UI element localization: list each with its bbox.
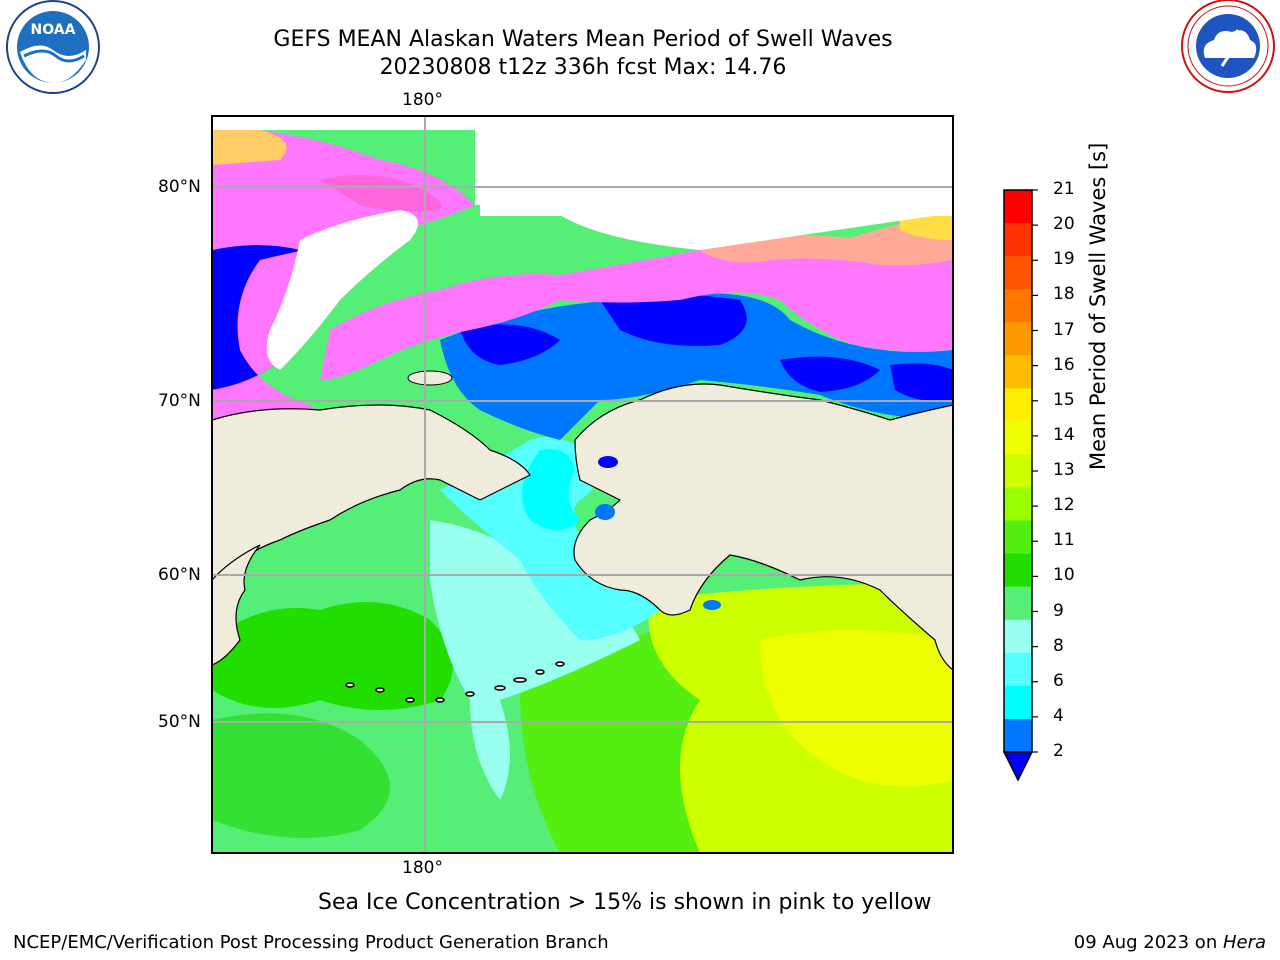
lat-label-50: 50°N bbox=[158, 712, 201, 732]
map-area bbox=[212, 116, 953, 853]
wrangel-island bbox=[407, 370, 453, 386]
colorbar-extend-arrow bbox=[1002, 751, 1034, 782]
colorbar-swatch bbox=[1004, 619, 1032, 654]
colorbar-swatch bbox=[1004, 487, 1032, 522]
colorbar-swatch bbox=[1004, 718, 1032, 753]
colorbar-swatch bbox=[1004, 388, 1032, 422]
map-frame bbox=[211, 115, 954, 854]
colorbar-swatch bbox=[1004, 421, 1032, 455]
cook-inlet bbox=[703, 600, 721, 610]
lat-label-60: 60°N bbox=[158, 565, 201, 585]
colorbar-tick-label: 13 bbox=[1053, 460, 1075, 480]
map-subtitle: 20230808 t12z 336h fcst Max: 14.76 bbox=[379, 55, 787, 80]
no-data-north bbox=[475, 116, 953, 250]
colorbar-tick-label: 4 bbox=[1053, 705, 1064, 726]
ice-north-patch bbox=[320, 175, 442, 212]
colorbar-tick-label: 18 bbox=[1053, 284, 1075, 305]
gridlines bbox=[212, 116, 953, 853]
blob-dark-4 bbox=[890, 363, 953, 402]
footer-credit: NCEP/EMC/Verification Post Processing Pr… bbox=[13, 932, 609, 953]
colorbar-swatch bbox=[1004, 256, 1032, 290]
colorbar-tick-label: 11 bbox=[1053, 530, 1075, 551]
colorbar-swatch bbox=[1004, 586, 1032, 621]
ice-edge-yellow-ne bbox=[900, 212, 953, 240]
colorbar-swatch bbox=[1004, 355, 1032, 389]
footer-date-text: 09 Aug 2023 on bbox=[1073, 932, 1223, 953]
colorbar-swatch bbox=[1004, 685, 1032, 720]
ice-edge-yellow-nw bbox=[212, 130, 287, 165]
kotzebue-sound bbox=[598, 456, 618, 468]
colorbar-swatch bbox=[1004, 520, 1032, 555]
blob-dark-1 bbox=[460, 324, 560, 365]
lat-label-80: 80°N bbox=[158, 177, 201, 197]
colorbar-swatch bbox=[1004, 454, 1032, 489]
footer-date: 09 Aug 2023 on Hera bbox=[1074, 932, 1266, 953]
colorbar-tick-label: 12 bbox=[1053, 495, 1075, 516]
no-data-ice-interior bbox=[266, 210, 418, 370]
colorbar-tick-label: 17 bbox=[1053, 319, 1075, 340]
colorbar bbox=[1002, 189, 1038, 782]
colorbar-tick-label: 16 bbox=[1053, 354, 1075, 375]
colorbar-tick-label: 19 bbox=[1053, 249, 1075, 270]
ice-edge-orange bbox=[700, 213, 953, 266]
blob-dark-2 bbox=[600, 295, 747, 346]
colorbar-tick-label: 6 bbox=[1053, 670, 1064, 691]
lon-label-bottom: 180° bbox=[402, 858, 443, 878]
map-title: GEFS MEAN Alaskan Waters Mean Period of … bbox=[273, 27, 893, 52]
land-siberia bbox=[212, 404, 531, 581]
aleutian-islands bbox=[345, 661, 565, 703]
colorbar-swatch bbox=[1004, 223, 1032, 257]
noaa-logo: NOAA bbox=[6, 0, 100, 94]
land-alaska bbox=[573, 383, 953, 671]
field-10-11-sw bbox=[212, 713, 390, 838]
colorbar-swatch bbox=[1004, 652, 1032, 687]
colorbar-tick-label: 21 bbox=[1053, 179, 1075, 199]
colorbar-tick-label: 10 bbox=[1053, 565, 1075, 586]
lon-label-top: 180° bbox=[402, 90, 443, 110]
colorbar-swatch bbox=[1004, 190, 1032, 224]
noaa-logo-text: NOAA bbox=[31, 22, 76, 38]
colorbar-tick-label: 20 bbox=[1053, 214, 1075, 235]
colorbar-tick-label: 14 bbox=[1053, 424, 1075, 445]
nws-logo bbox=[1181, 0, 1275, 93]
colorbar-swatch bbox=[1004, 289, 1032, 323]
colorbar-label: Mean Period of Swell Waves [s] bbox=[1086, 142, 1110, 470]
footer-host: Hera bbox=[1222, 932, 1266, 953]
colorbar-tick-label: 2 bbox=[1053, 741, 1064, 761]
lat-label-70: 70°N bbox=[158, 391, 201, 411]
colorbar-tick-label: 8 bbox=[1053, 635, 1064, 656]
field-2-4 bbox=[440, 293, 953, 440]
field-13-14 bbox=[760, 630, 953, 787]
caption: Sea Ice Concentration > 15% is shown in … bbox=[318, 890, 932, 915]
norton-sound bbox=[595, 504, 615, 520]
blob-dark-3 bbox=[780, 356, 880, 392]
colorbar-swatch bbox=[1004, 553, 1032, 588]
field-10-11-west bbox=[212, 602, 453, 710]
field-4-6 bbox=[522, 449, 580, 530]
field-8-9 bbox=[430, 520, 640, 800]
colorbar-tick-label: 9 bbox=[1053, 600, 1064, 621]
colorbar-swatch bbox=[1004, 322, 1032, 356]
colorbar-tick-label: 15 bbox=[1053, 389, 1075, 410]
